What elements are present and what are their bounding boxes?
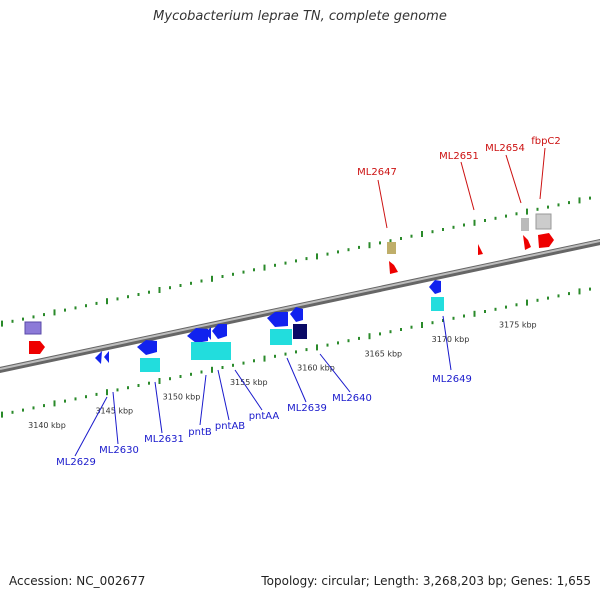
feature-ml2630-arrow[interactable] xyxy=(104,351,109,363)
feature-pnt-box[interactable] xyxy=(191,342,231,360)
feature-ml2647-box[interactable] xyxy=(387,242,396,254)
feature-pntab-arrow[interactable] xyxy=(212,324,227,339)
feature-ml2654-box[interactable] xyxy=(521,218,529,231)
feature-ml2629-arrow[interactable] xyxy=(95,351,102,364)
feature-ml2639-box[interactable] xyxy=(270,329,292,345)
kbp-label: 3155 kbp xyxy=(230,378,268,387)
forward-ruler-ticks xyxy=(1,196,591,327)
kbp-label: 3160 kbp xyxy=(297,364,335,373)
feature-fbpc2-box[interactable] xyxy=(535,213,552,230)
gene-label-pntb[interactable]: pntB xyxy=(188,427,212,438)
gene-label-fbpc2[interactable]: fbpC2 xyxy=(531,136,561,147)
page-title: Mycobacterium leprae TN, complete genome xyxy=(153,9,447,24)
kbp-label: 3145 kbp xyxy=(95,407,133,416)
feature-ml2647-arrow[interactable] xyxy=(389,261,398,274)
gene-label-ml2639[interactable]: ML2639 xyxy=(287,403,327,414)
feature-ml2640-box[interactable] xyxy=(293,324,307,339)
feature-ml2631-arrow[interactable] xyxy=(137,340,157,355)
gene-labels: ML2647 ML2651 ML2654 fbpC2 ML2629 ML2630… xyxy=(56,136,561,468)
gene-label-pntab[interactable]: pntAB xyxy=(215,421,245,432)
gene-label-ml2631[interactable]: ML2631 xyxy=(144,434,184,445)
genome-summary-text: Topology: circular; Length: 3,268,203 bp… xyxy=(261,574,591,588)
feature-ml2639b-arrow[interactable] xyxy=(290,307,303,322)
gene-label-ml2630[interactable]: ML2630 xyxy=(99,445,139,456)
feature-ml2654-arrow[interactable] xyxy=(523,235,531,250)
reverse-features xyxy=(95,280,444,372)
gene-label-ml2654[interactable]: ML2654 xyxy=(485,143,525,154)
kbp-label: 3140 kbp xyxy=(28,421,66,430)
feature-ml2649-box[interactable] xyxy=(431,297,444,311)
feature-ml2651-arrow[interactable] xyxy=(478,244,483,255)
feature-ml2649-arrow[interactable] xyxy=(429,280,441,294)
kbp-label: 3150 kbp xyxy=(163,392,201,401)
feature-ml2639-arrow[interactable] xyxy=(267,312,288,327)
leader-lines xyxy=(74,147,546,457)
kbp-label: 3170 kbp xyxy=(432,335,470,344)
genome-backbone-highlight xyxy=(0,240,600,370)
kbp-label: 3165 kbp xyxy=(364,349,402,358)
feature-fbpc2-arrow[interactable] xyxy=(538,233,554,248)
gene-label-pntaa[interactable]: pntAA xyxy=(249,411,280,422)
kbp-tick-labels: 3140 kbp 3145 kbp 3150 kbp 3155 kbp 3160 kbp… xyxy=(28,321,537,430)
reverse-ruler-ticks xyxy=(1,287,591,418)
feature-ml2631-box[interactable] xyxy=(140,358,160,372)
accession-text: Accession: NC_002677 xyxy=(9,574,146,588)
gene-label-ml2640[interactable]: ML2640 xyxy=(332,393,372,404)
gene-label-ml2629[interactable]: ML2629 xyxy=(56,457,96,468)
feature-pntab-arrow-small[interactable] xyxy=(205,327,211,340)
gene-label-ml2647[interactable]: ML2647 xyxy=(357,167,397,178)
feature-cog-box[interactable] xyxy=(24,321,42,335)
kbp-label: 3175 kbp xyxy=(499,321,537,330)
gene-label-ml2651[interactable]: ML2651 xyxy=(439,151,479,162)
gene-label-ml2649[interactable]: ML2649 xyxy=(432,374,472,385)
feature-forward-arrow[interactable] xyxy=(29,341,45,354)
forward-features xyxy=(24,213,554,354)
feature-pntb-arrow[interactable] xyxy=(187,328,208,343)
